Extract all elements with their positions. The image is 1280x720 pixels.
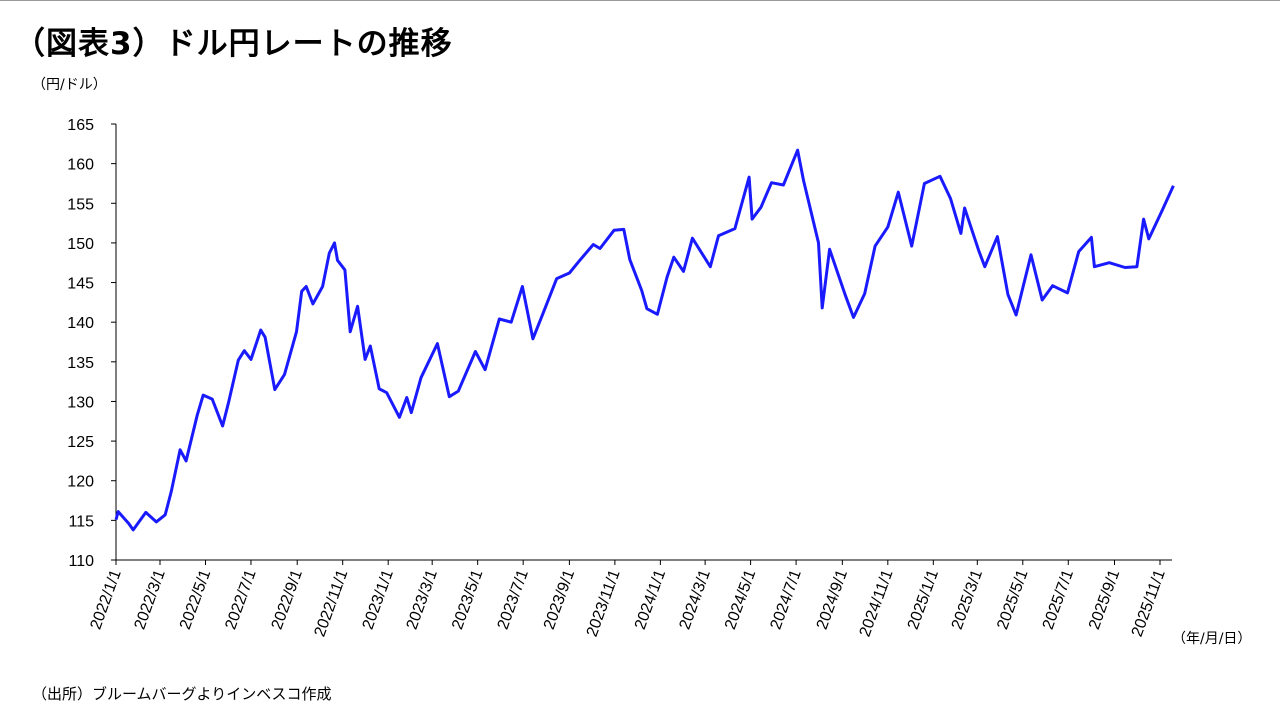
y-tick-label: 145	[67, 276, 94, 293]
x-tick-label: 2022/9/1	[269, 567, 306, 631]
chart-title: （図表3）ドル円レートの推移	[14, 26, 453, 62]
x-tick-label: 2023/11/1	[584, 567, 624, 639]
x-tick-label: 2025/3/1	[949, 567, 986, 631]
x-tick-label: 2022/3/1	[131, 567, 168, 631]
x-tick-label: 2023/1/1	[360, 567, 397, 631]
y-tick-label: 155	[67, 196, 94, 213]
x-tick-label: 2024/1/1	[632, 567, 669, 631]
x-tick-label: 2023/5/1	[449, 567, 486, 631]
x-tick-label: 2023/7/1	[495, 567, 532, 631]
x-tick-label: 2024/7/1	[768, 567, 805, 631]
y-tick-label: 140	[67, 315, 94, 332]
x-tick-label: 2025/1/1	[905, 567, 942, 631]
y-tick-label: 135	[67, 355, 94, 372]
x-tick-label: 2023/9/1	[541, 567, 578, 631]
x-tick-label: 2025/7/1	[1040, 567, 1077, 631]
x-tick-label: 2022/1/1	[87, 567, 124, 631]
y-axis-unit: （円/ドル）	[32, 77, 107, 93]
x-axis-unit: （年/月/日）	[1172, 631, 1252, 647]
y-tick-label: 150	[67, 236, 94, 253]
y-tick-label: 130	[67, 394, 94, 411]
x-tick-label: 2023/3/1	[404, 567, 441, 631]
x-tick-label: 2025/9/1	[1086, 567, 1123, 631]
y-tick-label: 160	[67, 157, 94, 174]
x-tick-label: 2022/11/1	[312, 567, 352, 639]
x-tick-label: 2024/5/1	[722, 567, 759, 631]
x-tick-label: 2024/3/1	[677, 567, 714, 631]
y-tick-label: 115	[68, 513, 94, 530]
x-tick-label: 2022/7/1	[222, 567, 259, 631]
source-note: （出所）ブルームバーグよりインベスコ作成	[32, 685, 332, 703]
x-tick-label: 2024/9/1	[814, 567, 851, 631]
y-tick-label: 165	[67, 117, 94, 134]
x-tick-label: 2024/11/1	[857, 567, 897, 639]
top-border	[0, 0, 1280, 1]
x-tick-label: 2025/5/1	[994, 567, 1031, 631]
y-tick-label: 125	[67, 434, 94, 451]
y-tick-label: 120	[67, 474, 94, 491]
y-tick-label: 110	[68, 553, 94, 570]
usd-jpy-line	[114, 148, 1175, 532]
x-tick-label: 2025/11/1	[1129, 567, 1169, 639]
x-tick-label: 2022/5/1	[177, 567, 214, 631]
